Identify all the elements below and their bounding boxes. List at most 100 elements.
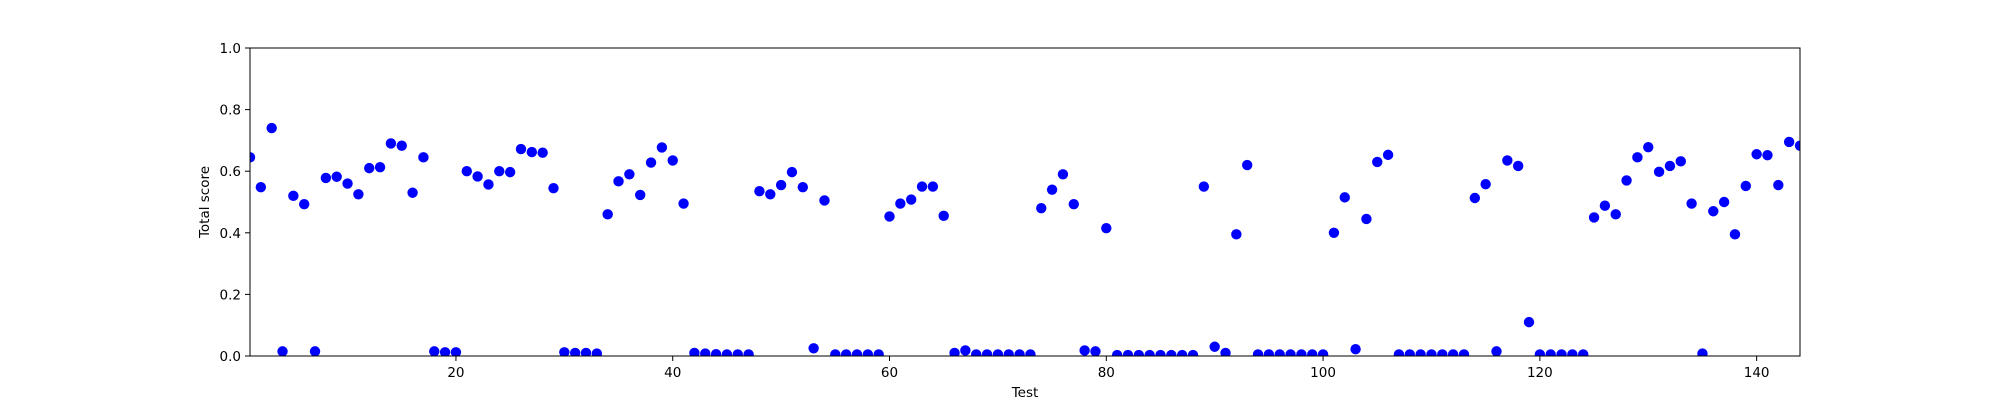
data-point xyxy=(461,166,472,177)
data-point xyxy=(331,171,342,182)
data-point xyxy=(1025,349,1036,356)
data-point xyxy=(1718,196,1730,208)
data-point xyxy=(1350,344,1361,355)
x-tick-label: 20 xyxy=(447,365,464,381)
data-point xyxy=(342,178,353,189)
data-point xyxy=(1361,213,1372,225)
data-point xyxy=(873,349,884,356)
data-point xyxy=(1339,192,1350,203)
data-point xyxy=(1057,169,1069,180)
data-point xyxy=(1447,349,1459,356)
data-point xyxy=(472,171,483,182)
data-point xyxy=(1545,349,1556,356)
y-tick-label: 0.6 xyxy=(220,164,241,180)
data-point xyxy=(1599,200,1611,211)
data-point xyxy=(635,189,646,201)
data-point xyxy=(667,155,678,166)
data-point xyxy=(1556,349,1567,356)
data-point xyxy=(1372,156,1383,168)
data-point xyxy=(1643,141,1654,153)
data-point xyxy=(1014,349,1025,356)
data-point xyxy=(1166,349,1177,356)
data-point xyxy=(309,346,321,356)
data-point xyxy=(418,152,429,163)
data-point xyxy=(613,176,624,187)
data-point xyxy=(1762,149,1773,161)
data-point xyxy=(374,162,386,173)
data-point xyxy=(320,172,332,184)
x-tick-label: 120 xyxy=(1527,365,1553,381)
data-point xyxy=(895,198,906,209)
data-point xyxy=(1242,159,1253,171)
data-point xyxy=(1317,349,1329,356)
data-point xyxy=(591,348,603,356)
data-point xyxy=(1003,349,1014,356)
x-tick-label: 40 xyxy=(664,365,681,381)
x-tick-label: 80 xyxy=(1098,365,1115,381)
data-point xyxy=(1393,349,1405,356)
data-point xyxy=(1252,349,1264,356)
data-point xyxy=(1220,347,1231,356)
data-point xyxy=(710,348,722,356)
data-point xyxy=(1036,202,1047,214)
y-tick-label: 0.0 xyxy=(220,349,241,365)
data-point xyxy=(407,187,418,198)
x-tick-label: 140 xyxy=(1744,365,1770,381)
data-point xyxy=(548,182,559,194)
data-point xyxy=(537,147,548,158)
data-point xyxy=(840,349,852,356)
data-point xyxy=(786,166,798,178)
data-point xyxy=(526,146,538,158)
data-point xyxy=(1274,349,1285,356)
data-point xyxy=(1307,349,1318,356)
data-point xyxy=(1491,346,1502,356)
data-point xyxy=(1231,229,1242,240)
data-point xyxy=(450,347,462,356)
data-point xyxy=(808,343,819,354)
data-point xyxy=(1198,181,1210,192)
data-point xyxy=(1567,349,1578,356)
data-point xyxy=(1740,180,1752,192)
data-point xyxy=(819,195,830,206)
data-points xyxy=(250,122,1800,356)
data-point xyxy=(743,349,754,356)
data-point xyxy=(1480,178,1491,190)
y-tick-label: 0.8 xyxy=(220,103,241,119)
data-point xyxy=(1046,184,1058,195)
data-point xyxy=(250,152,256,163)
y-tick-label: 0.2 xyxy=(220,287,241,303)
data-point xyxy=(559,347,570,356)
data-point xyxy=(1469,192,1481,204)
data-point xyxy=(765,189,776,200)
data-point xyxy=(678,198,689,209)
data-point xyxy=(1523,316,1535,328)
data-point xyxy=(624,169,635,180)
data-point xyxy=(830,349,841,356)
data-point xyxy=(1090,346,1101,356)
data-point xyxy=(396,140,407,151)
data-point xyxy=(905,194,917,205)
data-point xyxy=(1664,160,1676,172)
data-point xyxy=(721,349,733,356)
data-point xyxy=(494,166,505,177)
data-point xyxy=(1621,175,1632,186)
data-point xyxy=(429,346,440,356)
data-point xyxy=(569,347,581,356)
data-point xyxy=(938,210,949,222)
data-point xyxy=(1404,349,1415,356)
data-point xyxy=(1458,349,1470,356)
data-point xyxy=(299,198,310,210)
data-point xyxy=(700,348,711,356)
data-point xyxy=(1773,179,1784,191)
data-point xyxy=(1144,349,1155,356)
data-point xyxy=(1437,349,1448,356)
data-point xyxy=(1209,341,1220,352)
data-point xyxy=(266,122,277,134)
data-point xyxy=(364,162,375,174)
data-point xyxy=(1534,349,1546,356)
axis-ticks: 20 40 60 80 100 120 140 0.0 0.2 0.4 0.6 0.8 1.0 xyxy=(220,41,1770,381)
data-point xyxy=(1296,349,1307,356)
data-point xyxy=(439,347,451,356)
